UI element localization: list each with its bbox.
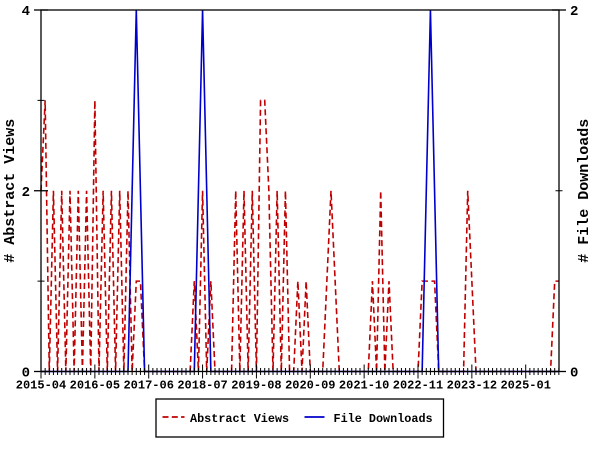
svg-text:2018-07: 2018-07: [177, 379, 227, 393]
svg-text:2019-08: 2019-08: [231, 379, 281, 393]
svg-text:0: 0: [22, 366, 30, 382]
svg-text:2: 2: [570, 4, 578, 20]
svg-text:2016-05: 2016-05: [70, 379, 120, 393]
svg-text:2: 2: [22, 185, 30, 201]
svg-text:0: 0: [570, 366, 578, 382]
svg-text:Abstract Views: Abstract Views: [190, 412, 289, 426]
svg-text:2025-01: 2025-01: [500, 379, 550, 393]
svg-text:# Abstract Views: # Abstract Views: [2, 119, 19, 263]
svg-text:2022-11: 2022-11: [393, 379, 443, 393]
svg-text:4: 4: [22, 4, 30, 20]
svg-text:File Downloads: File Downloads: [334, 412, 433, 426]
svg-text:2020-09: 2020-09: [285, 379, 335, 393]
svg-text:2021-10: 2021-10: [339, 379, 389, 393]
svg-text:2023-12: 2023-12: [447, 379, 497, 393]
svg-text:2017-06: 2017-06: [123, 379, 173, 393]
svg-text:# File Downloads: # File Downloads: [576, 119, 593, 263]
